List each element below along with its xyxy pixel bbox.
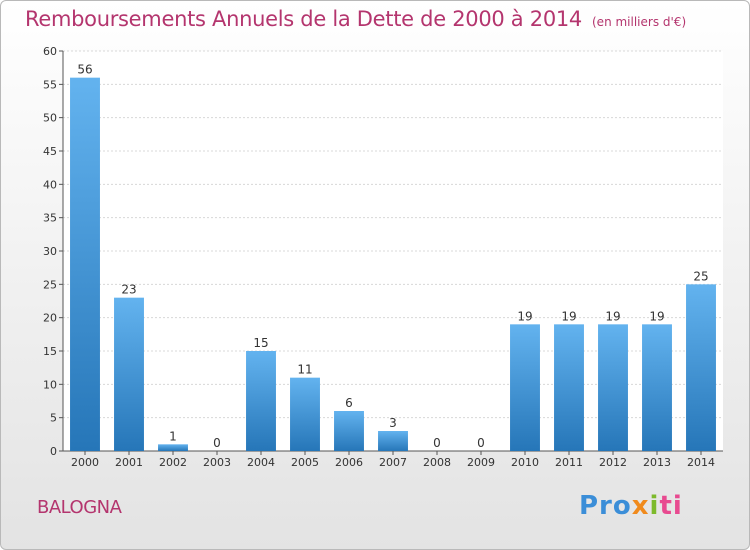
data-label: 3 [389, 416, 397, 430]
x-tick-label: 2010 [511, 456, 539, 469]
y-tick-label: 50 [43, 112, 57, 125]
y-tick-label: 60 [43, 45, 57, 58]
bar [290, 377, 320, 451]
proxiti-logo[interactable]: Pro x i ti [579, 491, 683, 521]
grid-lines [63, 50, 723, 452]
bar [686, 284, 716, 451]
chart-unit: (en milliers d'€) [592, 15, 687, 29]
y-tick-label: 25 [43, 278, 57, 291]
logo-part-ti: ti [659, 491, 683, 521]
x-tick-label: 2004 [247, 456, 275, 469]
y-tick-label: 20 [43, 312, 57, 325]
bar [510, 324, 540, 451]
bar [70, 77, 100, 452]
bar-labels: 56 23 1 0 15 11 6 3 0 0 19 19 19 19 25 [77, 63, 708, 450]
x-tick-label: 2001 [115, 456, 143, 469]
logo-part-pro: Pro [579, 491, 632, 521]
x-tick-label: 2002 [159, 456, 187, 469]
y-tick-label: 15 [43, 345, 57, 358]
data-label: 19 [517, 309, 532, 323]
bar [554, 324, 584, 451]
data-label: 56 [77, 63, 92, 77]
x-tick-label: 2011 [555, 456, 583, 469]
data-label: 11 [297, 363, 312, 377]
bar [334, 411, 364, 451]
logo-part-i: i [649, 491, 660, 521]
y-tick-label: 30 [43, 245, 57, 258]
data-label: 19 [561, 309, 576, 323]
data-label: 6 [345, 396, 353, 410]
y-tick-label: 0 [50, 445, 57, 458]
x-tick-label: 2000 [71, 456, 99, 469]
data-label: 0 [433, 436, 441, 450]
commune-name: BALOGNA [37, 497, 122, 518]
chart-title-text: Remboursements Annuels de la Dette de 20… [25, 7, 582, 31]
data-label: 0 [477, 436, 485, 450]
data-label: 1 [169, 429, 177, 443]
x-tick-label: 2007 [379, 456, 407, 469]
x-tick-label: 2003 [203, 456, 231, 469]
y-tick-label: 55 [43, 78, 57, 91]
chart-title: Remboursements Annuels de la Dette de 20… [25, 7, 686, 31]
bar [158, 444, 188, 451]
bar [378, 431, 408, 451]
data-label: 19 [649, 309, 664, 323]
data-label: 25 [693, 269, 708, 283]
x-tick-label: 2009 [467, 456, 495, 469]
y-tick-label: 35 [43, 212, 57, 225]
x-tick-label: 2014 [687, 456, 715, 469]
x-tick-label: 2005 [291, 456, 319, 469]
data-label: 23 [121, 283, 136, 297]
x-tick-label: 2013 [643, 456, 671, 469]
bar [246, 351, 276, 451]
data-label: 0 [213, 436, 221, 450]
x-tick-label: 2008 [423, 456, 451, 469]
y-tick-label: 10 [43, 378, 57, 391]
data-label: 19 [605, 309, 620, 323]
x-tick-label: 2012 [599, 456, 627, 469]
bar [114, 297, 144, 451]
bar [642, 324, 672, 451]
y-tick-label: 40 [43, 178, 57, 191]
bars [70, 77, 716, 452]
y-tick-label: 45 [43, 145, 57, 158]
bar [598, 324, 628, 451]
data-label: 15 [253, 336, 268, 350]
y-tick-label: 5 [50, 412, 57, 425]
x-tick-label: 2006 [335, 456, 363, 469]
logo-part-x: x [631, 491, 650, 521]
